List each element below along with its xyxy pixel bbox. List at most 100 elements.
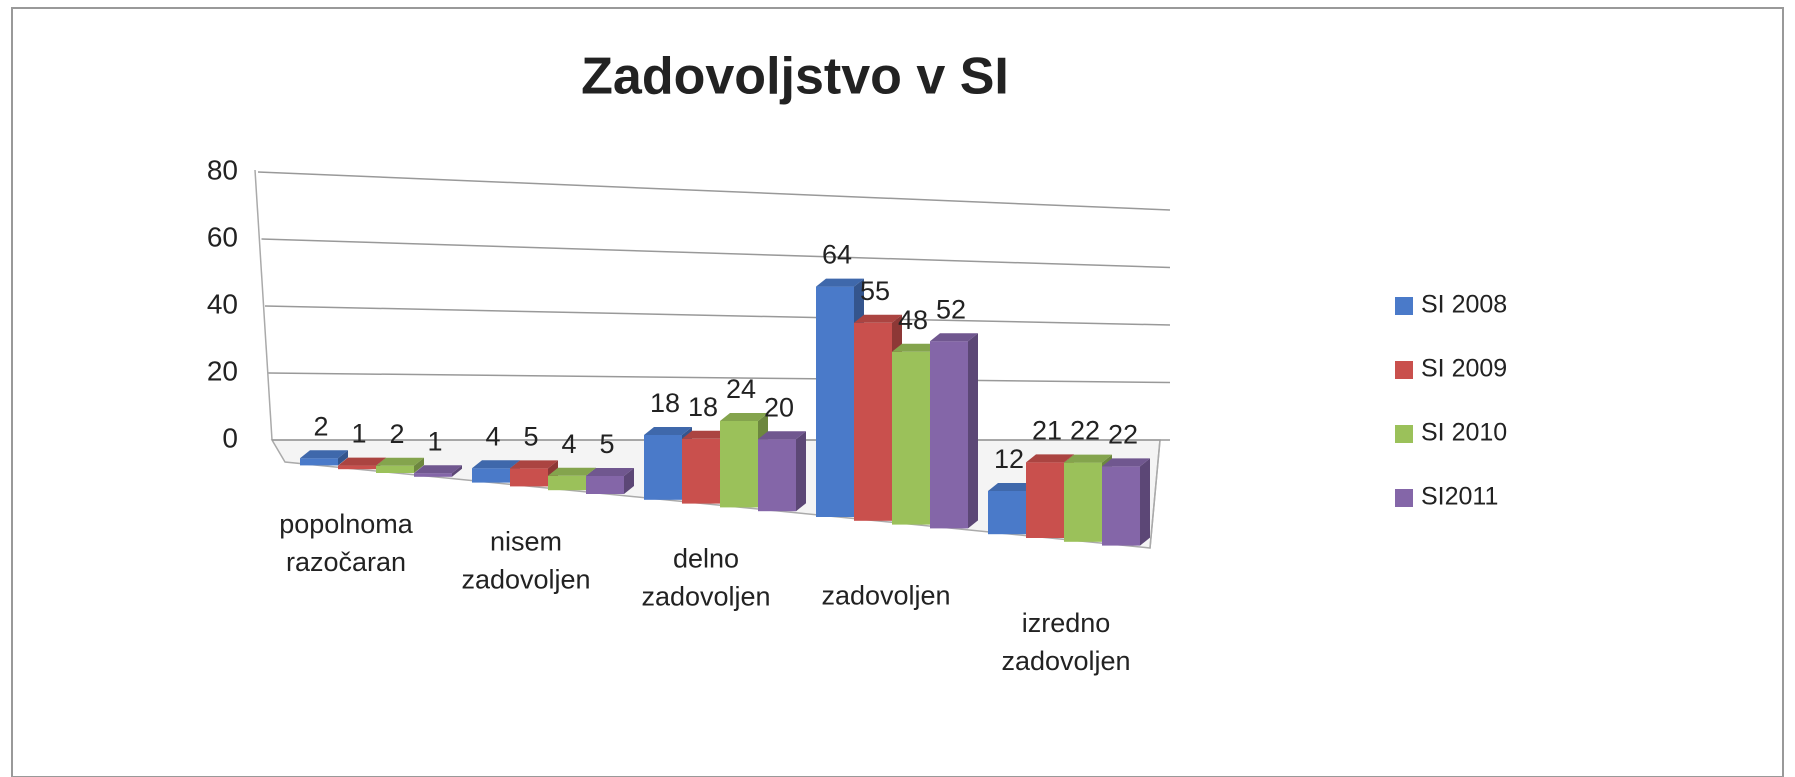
bar-front [644, 435, 682, 500]
data-label: 22 [1108, 420, 1138, 450]
bar-front [414, 473, 452, 477]
legend-label: SI 2008 [1421, 291, 1507, 319]
data-label: 1 [351, 419, 366, 449]
data-label: 4 [485, 421, 500, 451]
bar-front [548, 475, 586, 491]
grid-line [261, 238, 1171, 269]
bar-front [1102, 466, 1140, 546]
bar-top [338, 457, 386, 466]
data-label: 52 [936, 294, 966, 324]
bar-front [758, 439, 796, 512]
back-wall-edge [254, 169, 273, 441]
chart-title: Zadovoljstvo v SI [581, 48, 1009, 106]
data-label: 12 [994, 444, 1024, 474]
bar [586, 468, 634, 494]
bar-top [472, 460, 520, 469]
grid-line [257, 171, 1171, 211]
data-label: 5 [599, 429, 614, 459]
bar-top [1026, 454, 1074, 463]
bar-top [758, 431, 806, 440]
bar-top [300, 450, 348, 459]
legend-label: SI2011 [1421, 483, 1498, 511]
bar [758, 431, 806, 512]
floor-edge [1149, 439, 1161, 549]
y-tick-label: 0 [222, 422, 238, 453]
x-tick-label: nisem zadovoljen [461, 526, 590, 594]
grid-line [264, 305, 1171, 326]
data-label: 64 [822, 240, 852, 270]
bar-front [338, 465, 376, 470]
bar-front [472, 468, 510, 483]
bar-top [586, 468, 634, 476]
data-label: 1 [427, 426, 442, 456]
bar-top [682, 430, 730, 439]
bar-top [816, 278, 864, 287]
bar-side [624, 468, 634, 494]
data-label: 2 [389, 419, 404, 449]
data-label: 48 [898, 305, 928, 335]
data-label: 22 [1070, 416, 1100, 446]
bar-front [510, 468, 548, 487]
bar-front [1064, 462, 1102, 542]
bar-top [1102, 458, 1150, 467]
bar-side [452, 465, 462, 477]
x-tick-label: popolnoma razočaran [279, 509, 414, 577]
bar-front [720, 421, 758, 508]
data-label: 20 [764, 392, 794, 422]
bar [300, 450, 348, 466]
data-label: 21 [1032, 416, 1062, 446]
bar-top [720, 413, 768, 421]
bar-front [854, 322, 892, 521]
bar-top [548, 467, 596, 476]
legend-label: SI 2010 [1421, 419, 1507, 447]
bar-side [338, 450, 348, 466]
data-label: 18 [688, 392, 718, 422]
bar-side [1140, 458, 1150, 546]
bar [414, 465, 462, 477]
bar-front [1026, 462, 1064, 538]
x-tick-label: izredno zadovoljen [1001, 608, 1130, 676]
x-tick-label: zadovoljen [821, 581, 950, 611]
bar [930, 333, 978, 529]
bar [1102, 458, 1150, 546]
data-label: 2 [313, 411, 328, 441]
bar-top [376, 457, 424, 466]
bar-top [1064, 454, 1112, 463]
bar-side [414, 457, 424, 473]
x-tick-label: delno zadovoljen [641, 544, 770, 612]
bar-front [682, 438, 720, 504]
bar-top [414, 465, 462, 474]
bar-top [510, 460, 558, 469]
bar-top [644, 427, 692, 435]
bar [376, 457, 424, 473]
data-label: 5 [523, 422, 538, 452]
legend-swatch [1395, 489, 1413, 507]
y-tick-label: 80 [207, 154, 238, 185]
bar-side [968, 333, 978, 529]
bar-top [892, 343, 940, 352]
bar-top [988, 483, 1036, 491]
data-label: 4 [561, 429, 576, 459]
legend-swatch [1395, 361, 1413, 379]
y-tick-label: 20 [207, 355, 238, 386]
legend-swatch [1395, 297, 1413, 315]
bar-side [796, 431, 806, 512]
legend-swatch [1395, 425, 1413, 443]
bar-front [816, 286, 854, 517]
data-label: 18 [650, 388, 680, 418]
bar-front [300, 458, 338, 466]
bar-front [376, 465, 414, 473]
bar-front [892, 351, 930, 525]
bar-front [586, 476, 624, 494]
data-label: 55 [860, 276, 890, 306]
bar-top [854, 314, 902, 323]
legend-label: SI 2009 [1421, 355, 1507, 383]
grid-line [268, 372, 1171, 384]
bar-top [930, 333, 978, 342]
data-label: 24 [726, 374, 756, 404]
bar-front [988, 491, 1026, 535]
y-tick-label: 40 [207, 288, 238, 319]
bar-front [930, 341, 968, 529]
y-tick-label: 60 [207, 221, 238, 252]
